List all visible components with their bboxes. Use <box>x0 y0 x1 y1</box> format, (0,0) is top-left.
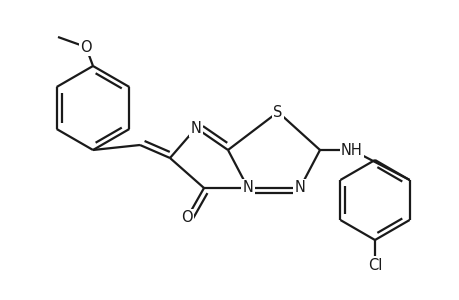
Text: N: N <box>190 121 201 136</box>
Text: N: N <box>242 181 253 196</box>
Text: O: O <box>80 40 92 55</box>
Text: O: O <box>181 211 192 226</box>
Text: NH: NH <box>341 142 362 158</box>
Text: S: S <box>273 104 282 119</box>
Text: Cl: Cl <box>367 257 381 272</box>
Text: N: N <box>294 181 305 196</box>
